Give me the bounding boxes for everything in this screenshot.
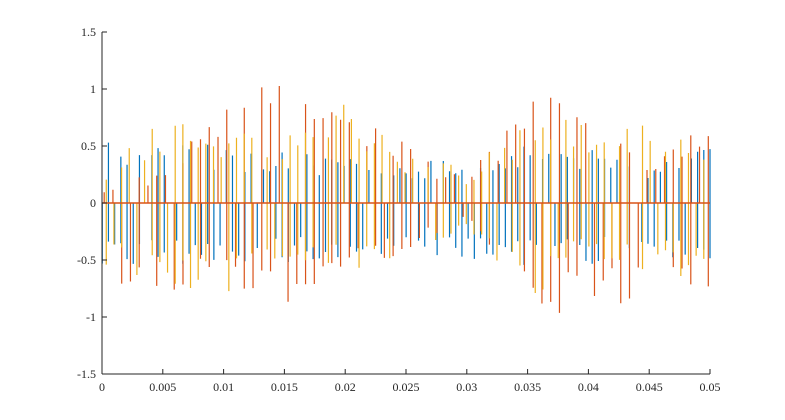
- x-tick-label: 0: [99, 380, 105, 394]
- series-pulses: [101, 142, 711, 267]
- y-tick-label: -1: [86, 310, 96, 324]
- y-tick-label: -1.5: [77, 367, 96, 381]
- y-tick-label: 1.5: [81, 25, 96, 39]
- series-line: [105, 104, 705, 293]
- y-ticks: -1.5 -1 -0.5 0 0.5 1 1.5: [77, 25, 107, 381]
- x-tick-label: 0.035: [514, 380, 541, 394]
- y-tick-label: 0: [90, 196, 96, 210]
- y-tick-label: 0.5: [81, 139, 96, 153]
- series-layer: [101, 85, 711, 313]
- x-tick-label: 0.04: [578, 380, 599, 394]
- x-tick-label: 0.015: [271, 380, 298, 394]
- x-tick-label: 0.025: [393, 380, 420, 394]
- x-tick-label: 0.01: [213, 380, 234, 394]
- series-line: [101, 142, 711, 267]
- x-ticks: 0 0.005 0.01 0.015 0.02 0.025 0.03 0.035 0.04 0.0…: [99, 369, 721, 394]
- axes: 0 0.005 0.01 0.015 0.02 0.025 0.03 0.035 0.04 0.0…: [77, 25, 721, 394]
- plot-area: [101, 85, 711, 313]
- x-tick-label: 0.05: [700, 380, 721, 394]
- y-tick-label: 1: [90, 82, 96, 96]
- x-tick-label: 0.02: [335, 380, 356, 394]
- x-tick-label: 0.005: [149, 380, 176, 394]
- series-pulses: [105, 104, 705, 293]
- y-tick-label: -0.5: [77, 253, 96, 267]
- x-tick-label: 0.03: [456, 380, 477, 394]
- x-tick-label: 0.045: [636, 380, 663, 394]
